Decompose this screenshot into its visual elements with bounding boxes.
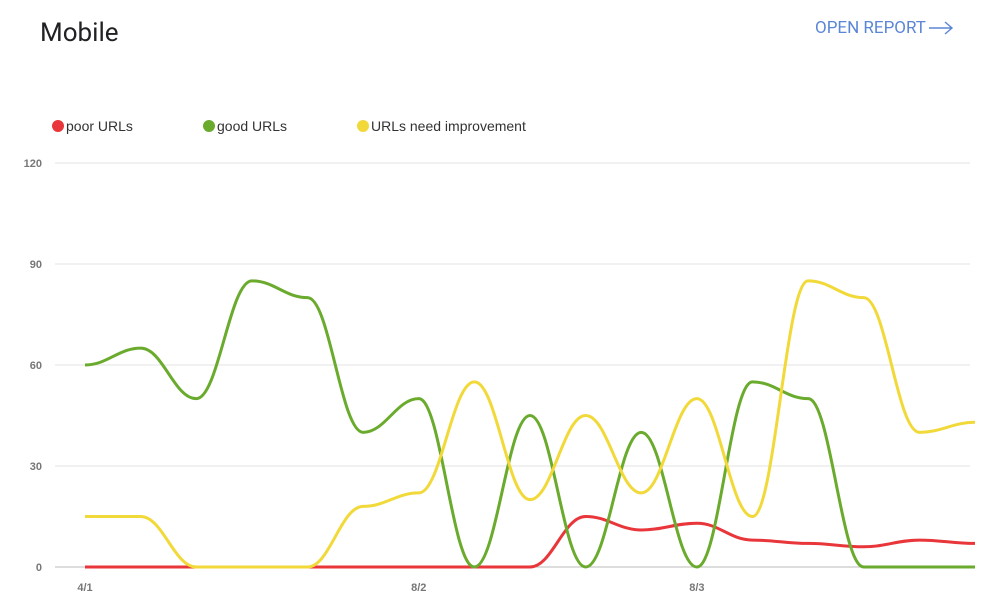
y-tick-label: 90 (30, 259, 42, 271)
arrow-icon (928, 21, 954, 35)
legend-label: good URLs (217, 118, 287, 134)
open-report-link[interactable]: OPEN REPORT (815, 18, 954, 38)
y-tick-label: 30 (30, 461, 42, 473)
legend-marker (357, 120, 369, 132)
x-tick-label: 4/1 (77, 582, 92, 594)
legend-marker (203, 120, 215, 132)
y-tick-label: 0 (36, 562, 42, 574)
series-line (85, 514, 976, 569)
link-text[interactable]: OPEN REPORT (815, 18, 926, 38)
legend-label: URLs need improvement (371, 118, 526, 134)
y-tick-label: 60 (30, 360, 42, 372)
x-tick-label: 8/3 (689, 582, 704, 594)
legend-label: poor URLs (66, 118, 133, 134)
series-line (84, 279, 976, 569)
legend-marker (52, 120, 64, 132)
series-line (84, 279, 975, 569)
card-title: Mobile (40, 18, 119, 48)
x-tick-label: 8/2 (411, 582, 426, 594)
y-tick-label: 120 (24, 158, 42, 170)
